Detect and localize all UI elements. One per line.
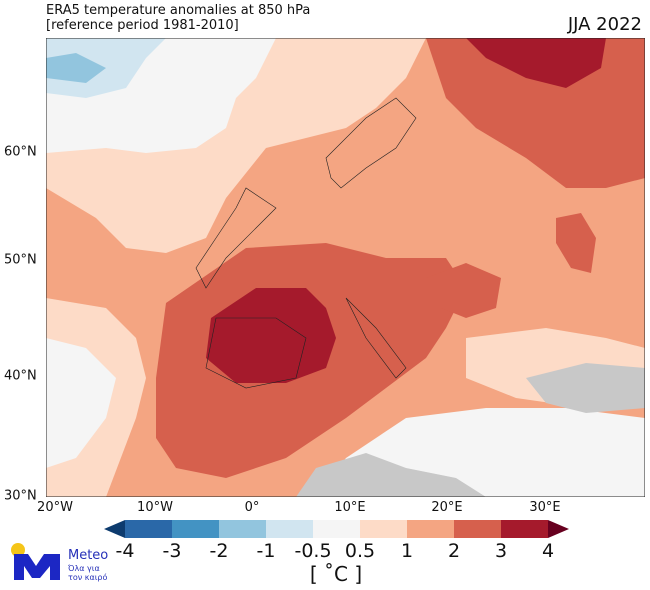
logo-name: Meteo bbox=[68, 548, 109, 563]
colorbar-tick-label: -2 bbox=[209, 540, 229, 562]
lon-label: 20°E bbox=[431, 500, 463, 515]
colorbar-tick-label: -4 bbox=[115, 540, 135, 562]
lon-label: 20°W bbox=[37, 500, 73, 515]
colorbar-extend-low bbox=[104, 520, 125, 538]
colorbar-segment bbox=[266, 520, 313, 538]
lat-label: 40°N bbox=[4, 368, 37, 384]
anomaly-3-4-iberia bbox=[206, 288, 336, 383]
coastlines-europe bbox=[195, 187, 407, 389]
colorbar-tick-label: -3 bbox=[162, 540, 182, 562]
anomaly-2-3-balkans bbox=[426, 263, 501, 318]
anomaly-2-3-russia bbox=[556, 213, 596, 273]
meteo-logo bbox=[11, 543, 60, 580]
colorbar-tick-label: 0.5 bbox=[344, 540, 376, 562]
colorbar-segment bbox=[501, 520, 548, 538]
lat-label: 60°N bbox=[4, 144, 37, 160]
lon-label: 10°W bbox=[137, 500, 173, 515]
anomaly-2-3-northeast bbox=[426, 38, 645, 188]
anomaly-cold-greenland bbox=[46, 53, 106, 83]
colorbar-tick-label: 2 bbox=[447, 540, 461, 562]
anomaly-map bbox=[46, 38, 645, 497]
map-title: ERA5 temperature anomalies at 850 hPa bbox=[46, 3, 311, 18]
map-subtitle: [reference period 1981-2010] bbox=[46, 18, 239, 33]
colorbar-unit: [ ˚C ] bbox=[309, 562, 363, 586]
colorbar-tick-label: 4 bbox=[541, 540, 555, 562]
colorbar-segment bbox=[219, 520, 266, 538]
logo-tagline: τον καιρό bbox=[68, 573, 108, 582]
coastline-scandinavia bbox=[325, 97, 417, 189]
lat-label: 30°N bbox=[4, 488, 37, 504]
colorbar-tick-label: 3 bbox=[494, 540, 508, 562]
season-label: JJA 2022 bbox=[567, 14, 642, 35]
anomaly-neutral-atlantic bbox=[46, 338, 116, 468]
lon-label: 0° bbox=[244, 500, 260, 515]
anomaly-3-4-northeast bbox=[466, 38, 606, 88]
colorbar-tick-label: 1 bbox=[400, 540, 414, 562]
colorbar-segment bbox=[407, 520, 454, 538]
logo-tagline: Όλα για bbox=[68, 564, 100, 573]
sun-icon bbox=[11, 543, 25, 557]
logo-m-icon bbox=[14, 554, 60, 580]
lon-label: 10°E bbox=[334, 500, 366, 515]
colorbar-segment bbox=[360, 520, 407, 538]
colorbar-extend-high bbox=[548, 520, 569, 538]
colorbar-tick-label: -0.5 bbox=[294, 540, 332, 562]
colorbar-tick-label: -1 bbox=[256, 540, 276, 562]
colorbar-segment bbox=[172, 520, 219, 538]
lon-label: 30°E bbox=[529, 500, 561, 515]
colorbar-segment bbox=[125, 520, 172, 538]
lat-label: 50°N bbox=[4, 252, 37, 268]
colorbar bbox=[104, 520, 569, 538]
colorbar-segment bbox=[454, 520, 501, 538]
land-mask-anatolia bbox=[526, 363, 645, 413]
colorbar-segment bbox=[313, 520, 360, 538]
land-mask-africa bbox=[296, 453, 486, 497]
